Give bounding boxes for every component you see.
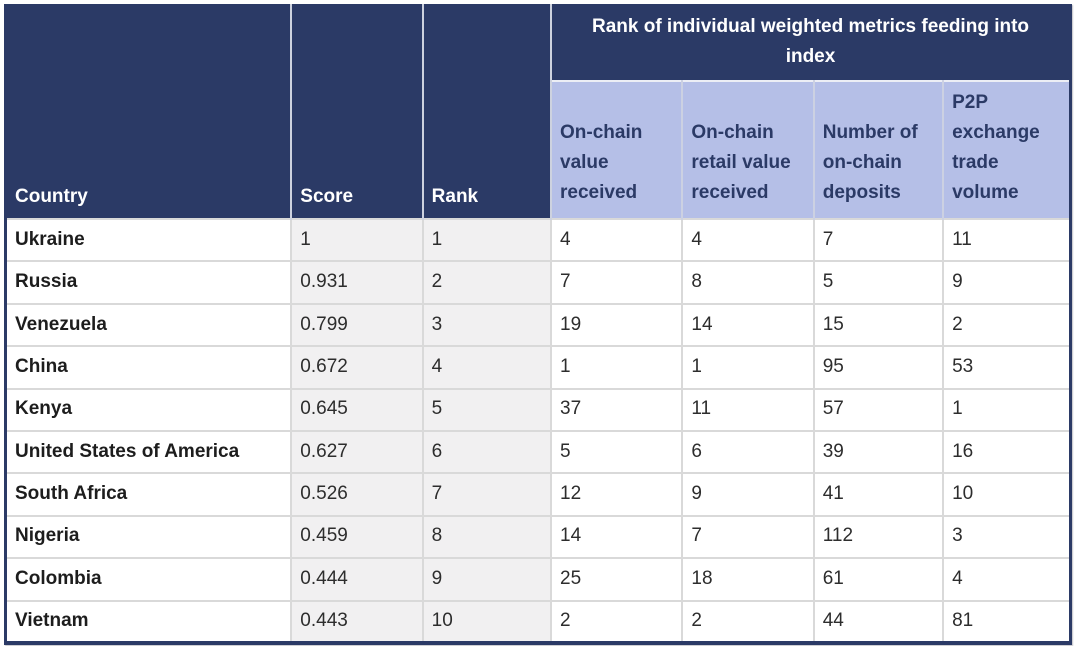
metric-cell: 37 [551, 387, 684, 431]
rank-cell: 3 [422, 302, 553, 347]
table-row: Kenya 0.645 5 37 11 57 1 [5, 387, 1071, 431]
crypto-adoption-index-table: Country Score Rank Rank of individual we… [4, 4, 1072, 645]
metric-cell: 61 [813, 557, 945, 601]
score-cell: 0.799 [291, 302, 424, 347]
metric-cell: 19 [551, 302, 684, 347]
metric-cell: 11 [682, 387, 815, 431]
rank-cell: 5 [422, 387, 553, 431]
metric-cell: 25 [551, 557, 684, 601]
metric-cell: 8 [682, 260, 815, 304]
metric-cell: 1 [943, 387, 1071, 431]
metric-cell: 6 [682, 429, 815, 474]
metric-cell: 14 [682, 302, 815, 347]
metrics-group-header-text: Rank of individual weighted metrics feed… [591, 16, 1030, 67]
country-cell: China [5, 345, 293, 389]
rank-cell: 7 [422, 472, 553, 516]
metric-cell: 2 [551, 599, 684, 643]
column-header-onchain-retail-value-received: On-chain retail value received [682, 80, 815, 219]
metric-cell: 18 [682, 557, 815, 601]
country-cell: United States of America [5, 429, 293, 474]
country-cell: Russia [5, 260, 293, 304]
metric-cell: 57 [813, 387, 945, 431]
country-cell: Ukraine [5, 217, 293, 262]
column-header-p2p-exchange-trade-volume: P2P exchange trade volume [943, 80, 1071, 219]
rank-cell: 1 [422, 217, 553, 262]
metric-cell: 95 [813, 345, 945, 389]
country-cell: Vietnam [5, 599, 293, 643]
column-header-country: Country [5, 4, 293, 219]
table-row: Ukraine 1 1 4 4 7 11 [5, 217, 1071, 262]
score-cell: 0.931 [291, 260, 424, 304]
table-row: Russia 0.931 2 7 8 5 9 [5, 260, 1071, 304]
metric-cell: 39 [813, 429, 945, 474]
score-cell: 0.526 [291, 472, 424, 516]
metric-cell: 9 [682, 472, 815, 516]
column-header-number-of-onchain-deposits: Number of on-chain deposits [813, 80, 945, 219]
country-cell: Kenya [5, 387, 293, 431]
metric-cell: 5 [551, 429, 684, 474]
country-cell: Venezuela [5, 302, 293, 347]
table-row: Vietnam 0.443 10 2 2 44 81 [5, 599, 1071, 643]
country-cell: Colombia [5, 557, 293, 601]
metric-cell: 4 [551, 217, 684, 262]
table-row: China 0.672 4 1 1 95 53 [5, 345, 1071, 389]
country-cell: Nigeria [5, 514, 293, 559]
rank-cell: 10 [422, 599, 553, 643]
metric-cell: 10 [943, 472, 1071, 516]
metric-cell: 3 [943, 514, 1071, 559]
rank-cell: 6 [422, 429, 553, 474]
metric-cell: 7 [682, 514, 815, 559]
metric-cell: 53 [943, 345, 1071, 389]
metric-cell: 14 [551, 514, 684, 559]
score-cell: 0.443 [291, 599, 424, 643]
metric-cell: 15 [813, 302, 945, 347]
sub-header-row: On-chain value received On-chain retail … [6, 80, 1071, 219]
group-header-row: Country Score Rank Rank of individual we… [5, 4, 1071, 219]
metric-cell: 1 [682, 345, 815, 389]
rank-cell: 4 [422, 345, 553, 389]
metric-cell: 1 [551, 345, 684, 389]
metric-cell: 2 [682, 599, 815, 643]
metric-cell: 7 [813, 217, 945, 262]
table-row: Venezuela 0.799 3 19 14 15 2 [5, 302, 1071, 347]
table-body: Ukraine 1 1 4 4 7 11 Russia 0.931 2 7 8 5 9 Venezuela 0… [5, 217, 1071, 643]
metric-cell: 41 [813, 472, 945, 516]
metric-cell: 4 [943, 557, 1071, 601]
column-header-onchain-value-received: On-chain value received [551, 80, 684, 219]
column-header-rank: Rank [422, 4, 553, 219]
score-cell: 0.459 [291, 514, 424, 559]
column-header-score: Score [291, 4, 424, 219]
metrics-group-header: Rank of individual weighted metrics feed… [551, 4, 1071, 81]
table-row: Colombia 0.444 9 25 18 61 4 [5, 557, 1071, 601]
rank-cell: 9 [422, 557, 553, 601]
rank-cell: 8 [422, 514, 553, 559]
table-row: South Africa 0.526 7 12 9 41 10 [5, 472, 1071, 516]
metric-cell: 112 [813, 514, 945, 559]
metric-cell: 11 [943, 217, 1071, 262]
table-header: Country Score Rank Rank of individual we… [5, 4, 1071, 219]
metric-cell: 9 [943, 260, 1071, 304]
country-cell: South Africa [5, 472, 293, 516]
metric-cell: 16 [943, 429, 1071, 474]
metric-cell: 5 [813, 260, 945, 304]
table-row: Nigeria 0.459 8 14 7 112 3 [5, 514, 1071, 559]
metric-cell: 7 [551, 260, 684, 304]
score-cell: 0.627 [291, 429, 424, 474]
score-cell: 0.645 [291, 387, 424, 431]
table-row: United States of America 0.627 6 5 6 39 16 [5, 429, 1071, 474]
score-cell: 1 [291, 217, 424, 262]
metric-cell: 44 [813, 599, 945, 643]
metric-cell: 4 [682, 217, 815, 262]
metric-cell: 2 [943, 302, 1071, 347]
score-cell: 0.444 [291, 557, 424, 601]
metric-cell: 12 [551, 472, 684, 516]
score-cell: 0.672 [291, 345, 424, 389]
rank-cell: 2 [422, 260, 553, 304]
metric-cell: 81 [943, 599, 1071, 643]
